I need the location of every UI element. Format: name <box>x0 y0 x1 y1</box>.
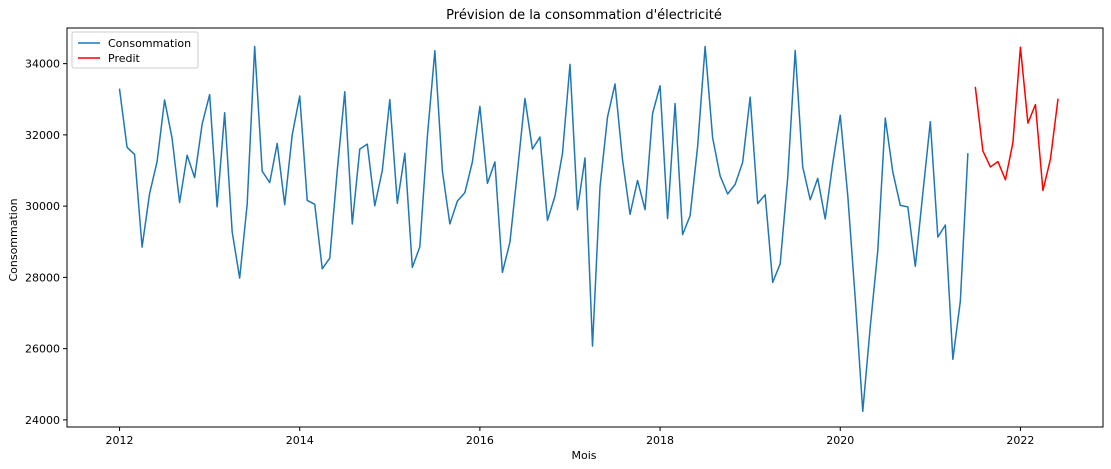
y-tick-label: 32000 <box>25 129 60 142</box>
legend: Consommation Predit <box>71 31 199 69</box>
axes: 2012 2014 2016 2018 2020 2022 24000 26000 28000 3… <box>25 27 1104 447</box>
y-tick-label: 30000 <box>25 200 60 213</box>
x-tick-label: 2022 <box>1006 434 1034 447</box>
plot-frame <box>66 27 1104 428</box>
legend-label: Predit <box>108 52 141 65</box>
series-line-predit <box>974 46 1059 192</box>
x-tick-label: 2012 <box>106 434 134 447</box>
x-axis-title: Mois <box>571 449 596 462</box>
y-tick-label: 24000 <box>25 414 60 427</box>
y-tick-label: 34000 <box>25 58 60 71</box>
legend-label: Consommation <box>108 37 191 50</box>
series-line-consommation <box>118 45 969 413</box>
y-tick-label: 26000 <box>25 343 60 356</box>
y-tick-label: 28000 <box>25 271 60 284</box>
x-tick-label: 2016 <box>466 434 494 447</box>
series-layer <box>118 45 1059 413</box>
x-tick-label: 2014 <box>286 434 314 447</box>
legend-box <box>71 31 199 69</box>
x-tick-label: 2018 <box>646 434 674 447</box>
y-axis-title: Consommation <box>7 198 20 281</box>
x-tick-label: 2020 <box>826 434 854 447</box>
chart-title: Prévision de la consommation d'électrici… <box>446 8 722 23</box>
